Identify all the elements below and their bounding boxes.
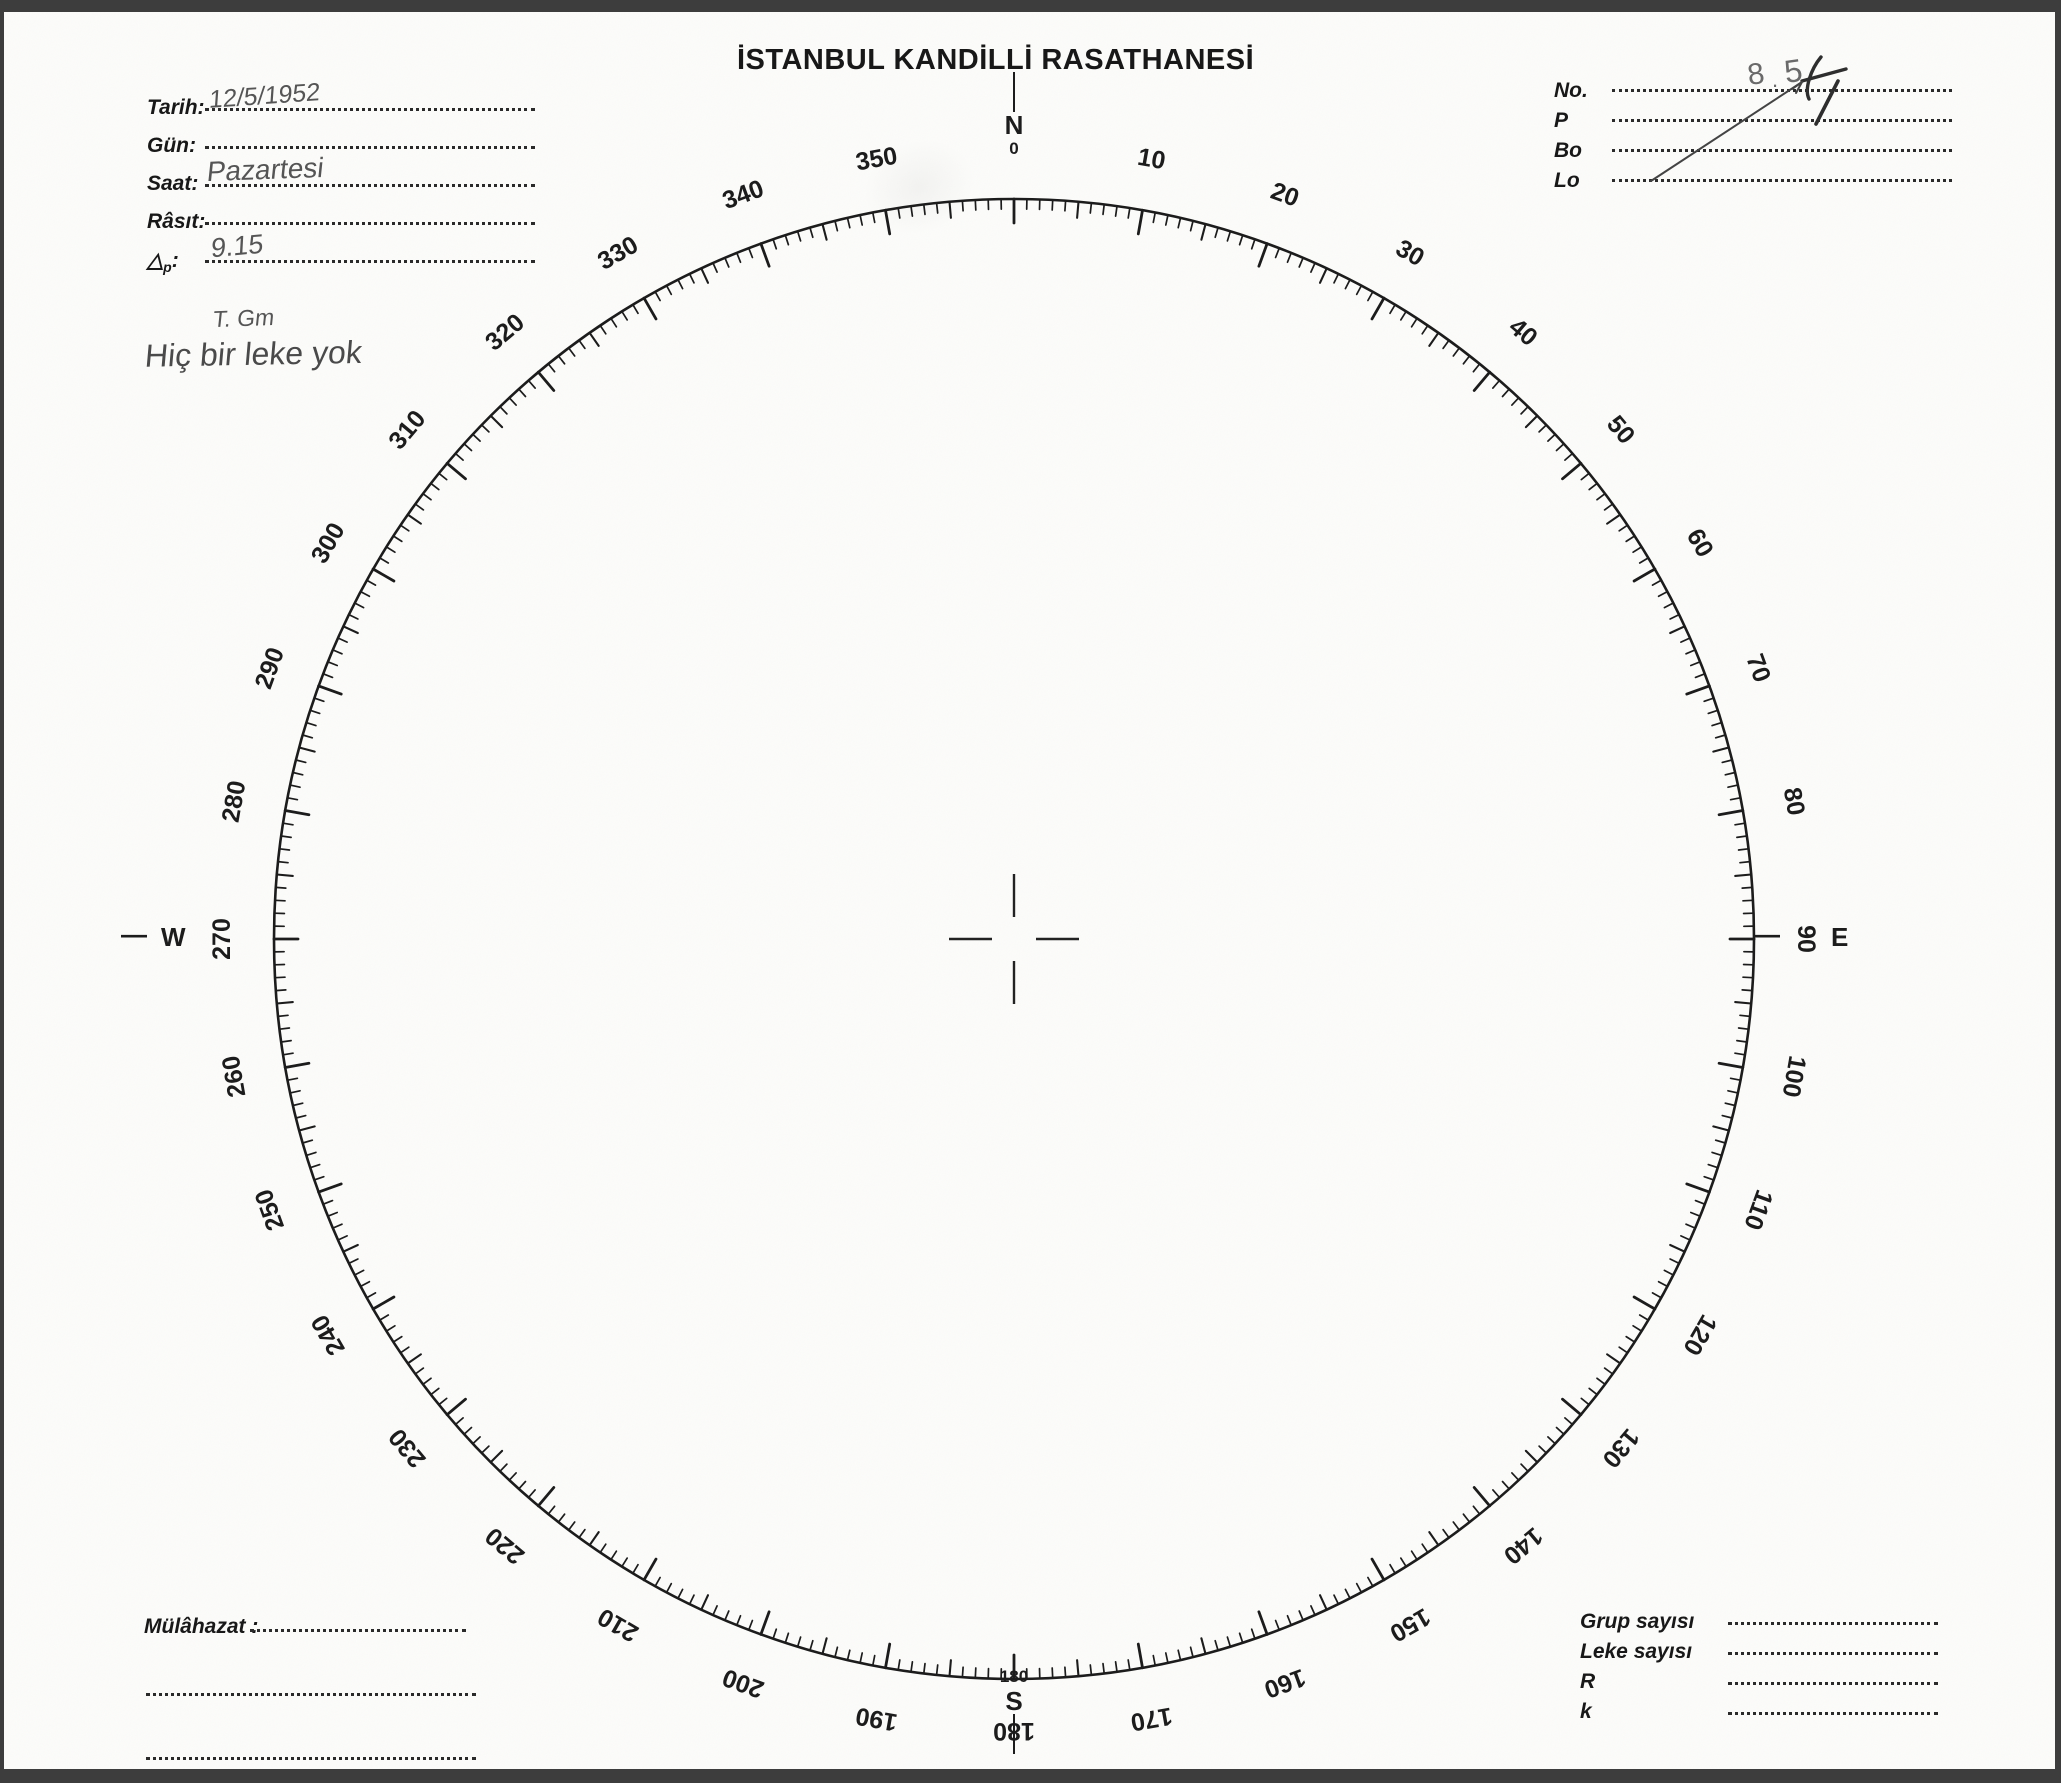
svg-text:110: 110 xyxy=(1738,1186,1778,1233)
svg-text:80: 80 xyxy=(1778,785,1810,817)
svg-text:100: 100 xyxy=(1777,1054,1812,1100)
svg-text:170: 170 xyxy=(1129,1702,1175,1737)
svg-text:210: 210 xyxy=(593,1602,643,1647)
svg-text:20: 20 xyxy=(1267,177,1303,213)
svg-text:250: 250 xyxy=(249,1185,290,1234)
svg-text:310: 310 xyxy=(383,405,431,455)
svg-text:40: 40 xyxy=(1503,313,1542,352)
svg-text:270: 270 xyxy=(208,918,236,960)
svg-text:240: 240 xyxy=(306,1310,351,1360)
svg-text:10: 10 xyxy=(1135,143,1167,175)
svg-text:60: 60 xyxy=(1681,524,1719,562)
svg-text:300: 300 xyxy=(306,518,351,568)
svg-text:90: 90 xyxy=(1792,925,1820,953)
svg-text:180: 180 xyxy=(993,1717,1035,1745)
svg-text:350: 350 xyxy=(853,142,899,177)
svg-text:260: 260 xyxy=(217,1054,252,1100)
svg-text:140: 140 xyxy=(1498,1522,1548,1570)
svg-text:230: 230 xyxy=(383,1423,431,1473)
svg-text:220: 220 xyxy=(480,1522,530,1570)
svg-text:330: 330 xyxy=(593,231,643,276)
svg-text:340: 340 xyxy=(719,174,768,215)
svg-text:130: 130 xyxy=(1597,1423,1645,1473)
svg-text:200: 200 xyxy=(719,1663,768,1704)
svg-text:290: 290 xyxy=(249,644,290,693)
svg-text:150: 150 xyxy=(1385,1602,1435,1647)
svg-text:30: 30 xyxy=(1391,234,1429,272)
svg-text:50: 50 xyxy=(1601,410,1640,449)
svg-text:190: 190 xyxy=(853,1702,899,1737)
svg-text:120: 120 xyxy=(1677,1310,1722,1360)
svg-text:320: 320 xyxy=(480,308,530,356)
svg-text:70: 70 xyxy=(1740,650,1776,686)
svg-text:160: 160 xyxy=(1260,1663,1309,1704)
svg-text:280: 280 xyxy=(217,778,252,824)
